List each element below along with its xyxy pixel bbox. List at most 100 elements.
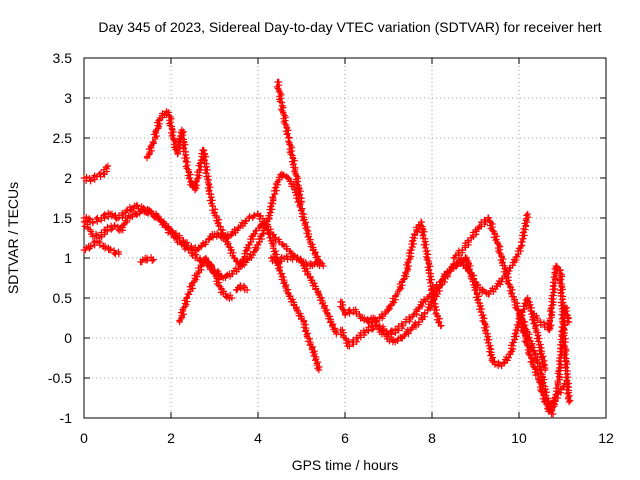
data-point <box>361 317 363 319</box>
series-track-9 <box>267 253 327 270</box>
x-tick-label: 2 <box>167 430 175 446</box>
chart-title: Day 345 of 2023, Sidereal Day-to-day VTE… <box>98 19 601 35</box>
data-point <box>276 81 279 83</box>
y-tick-label: 0 <box>64 330 72 346</box>
data-point <box>109 213 111 215</box>
data-point <box>340 329 342 331</box>
data-point <box>535 329 538 331</box>
data-point <box>520 245 522 247</box>
data-point <box>409 329 411 331</box>
data-point <box>153 259 155 261</box>
data-point <box>281 173 283 175</box>
data-point <box>126 217 129 219</box>
data-point <box>170 233 172 235</box>
y-axis-label: SDTVAR / TECUs <box>5 182 21 294</box>
data-point <box>222 277 224 279</box>
data-point <box>222 237 224 239</box>
data-point <box>240 225 242 227</box>
data-point <box>176 153 179 155</box>
data-point <box>335 333 337 335</box>
data-point <box>296 309 298 311</box>
data-point <box>396 329 398 331</box>
data-point <box>107 165 109 167</box>
data-point <box>213 273 216 275</box>
data-point <box>146 257 148 259</box>
data-point <box>392 341 394 343</box>
data-point <box>120 229 122 231</box>
data-point <box>307 337 309 339</box>
data-point <box>300 209 303 211</box>
data-point <box>253 233 255 235</box>
data-point <box>379 325 381 327</box>
data-point <box>92 221 94 223</box>
data-point <box>109 249 111 251</box>
data-point <box>92 233 94 235</box>
series-markers <box>143 108 323 374</box>
series-track-16 <box>528 262 574 406</box>
data-point <box>287 293 290 295</box>
data-point <box>281 105 283 107</box>
data-point <box>118 253 120 255</box>
data-point <box>524 337 527 339</box>
data-point <box>492 361 494 363</box>
data-point <box>113 225 116 227</box>
data-point <box>179 237 181 239</box>
data-point <box>348 345 350 347</box>
series-track-2 <box>143 108 323 374</box>
data-point <box>431 293 433 295</box>
data-point <box>159 117 161 119</box>
data-point <box>531 345 533 347</box>
data-point <box>235 289 237 291</box>
data-point <box>135 205 137 207</box>
data-point <box>514 301 516 303</box>
data-point <box>461 249 464 251</box>
series-track-12 <box>337 210 532 350</box>
data-point <box>396 293 398 295</box>
data-point <box>105 229 107 231</box>
data-point <box>405 321 407 323</box>
data-point <box>303 321 305 323</box>
data-point <box>479 225 481 227</box>
y-tick-label: 2 <box>64 170 72 186</box>
data-point <box>231 233 233 235</box>
data-point <box>313 353 316 355</box>
data-point <box>296 257 298 259</box>
data-point <box>89 245 92 247</box>
data-point <box>422 301 424 303</box>
data-point <box>568 321 570 323</box>
y-tick-label: 1 <box>64 250 72 266</box>
y-tick-label: -0.5 <box>48 370 72 386</box>
data-point <box>318 293 320 295</box>
data-point <box>483 321 485 323</box>
data-point <box>457 261 459 263</box>
data-point <box>272 245 274 247</box>
data-point <box>357 337 359 339</box>
axis-ticks: 0 2 4 6 8 10 12 -1 -0.5 0 0.5 1 1.5 2 2.5 3 3.5 <box>48 50 614 446</box>
data-point <box>318 369 320 371</box>
data-point <box>185 161 187 163</box>
data-point <box>514 261 516 263</box>
series-track-10 <box>273 78 305 206</box>
data-point <box>207 181 209 183</box>
data-point <box>83 249 85 251</box>
data-point <box>527 297 529 299</box>
x-tick-label: 12 <box>598 430 614 446</box>
data-point <box>231 297 233 299</box>
data-point <box>139 261 142 263</box>
data-point <box>448 269 450 271</box>
series-track-7 <box>176 254 236 326</box>
data-point <box>366 329 368 331</box>
x-tick-label: 10 <box>511 430 527 446</box>
data-point <box>487 293 490 295</box>
data-point <box>453 257 455 259</box>
data-point <box>268 217 270 219</box>
data-point <box>294 169 296 171</box>
data-point <box>170 229 172 231</box>
data-point <box>418 321 420 323</box>
data-point <box>246 249 248 251</box>
data-point <box>466 257 468 259</box>
data-point <box>496 285 498 287</box>
data-point <box>231 273 233 275</box>
data-point <box>259 225 261 227</box>
